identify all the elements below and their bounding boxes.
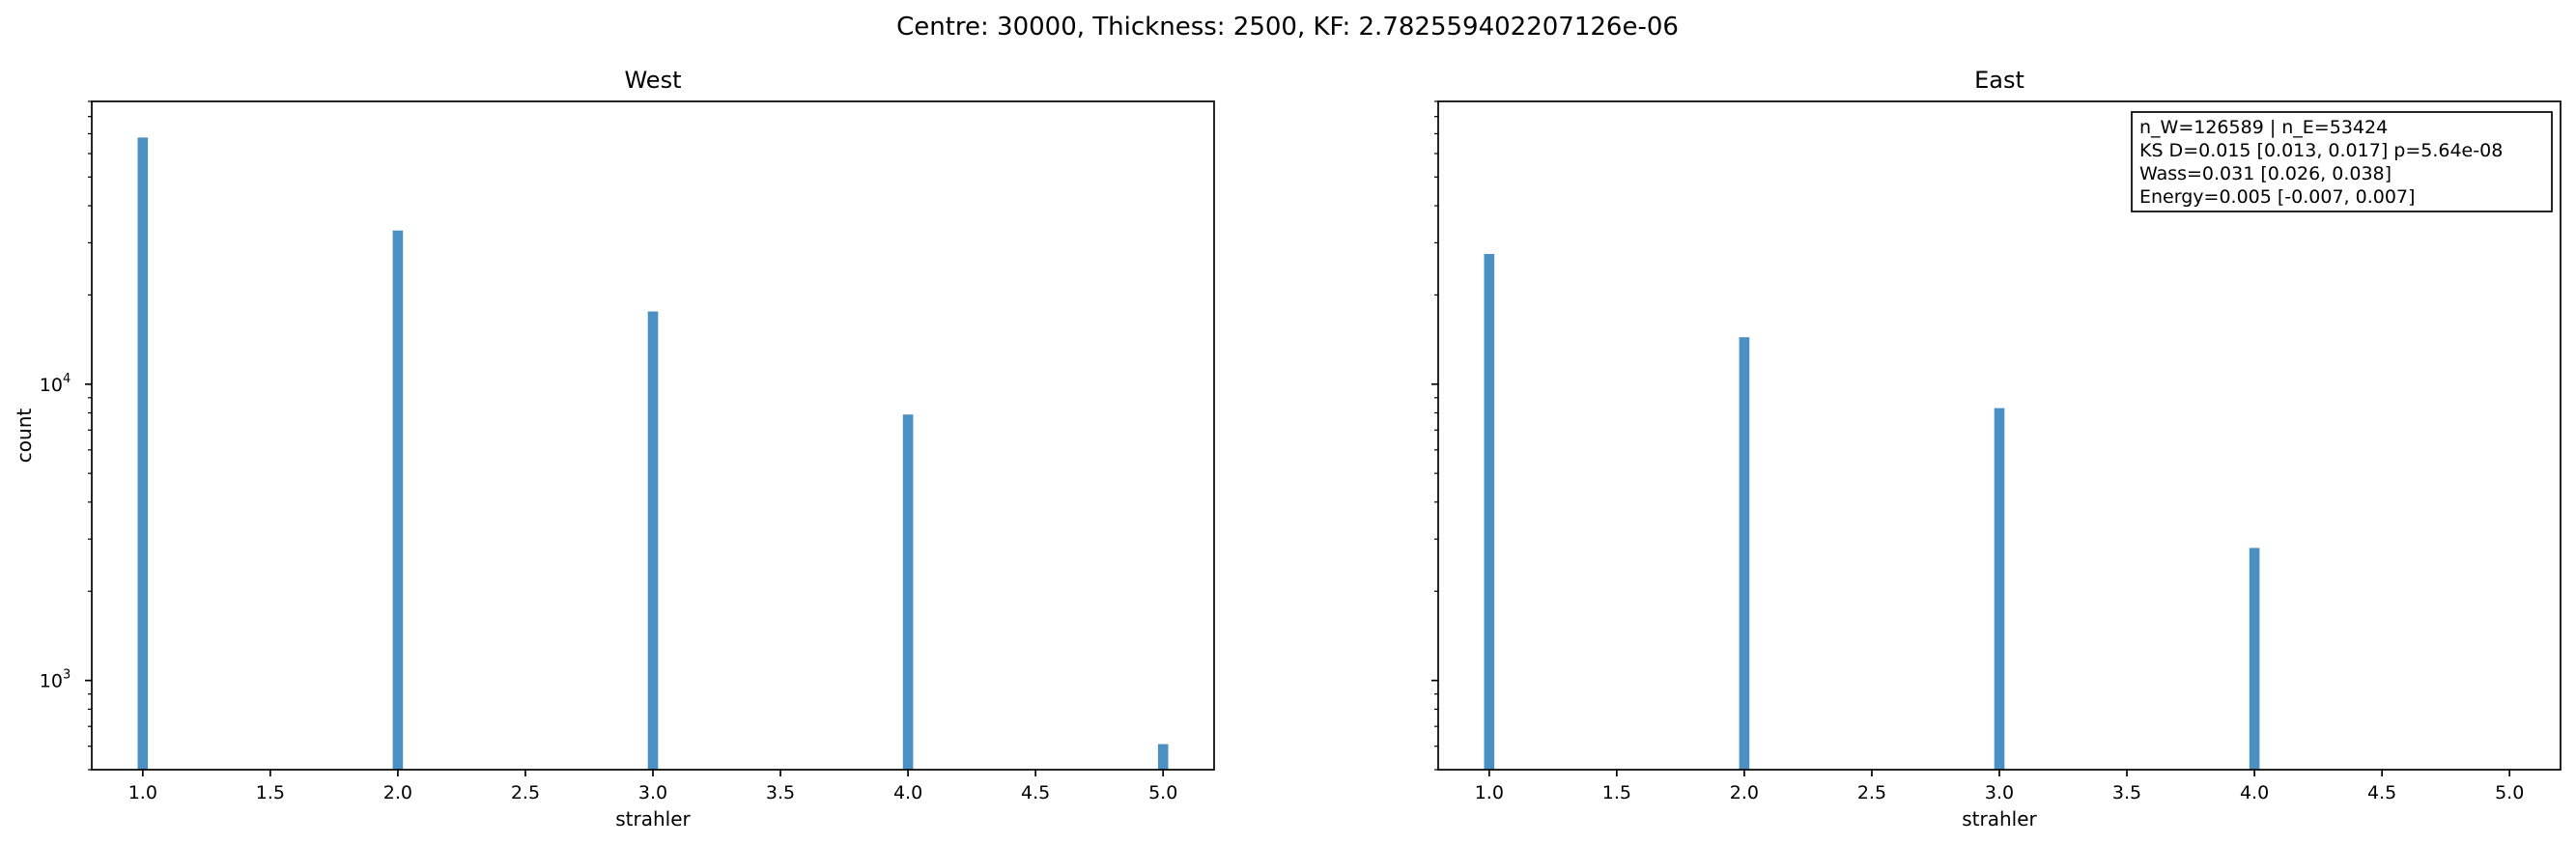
east-x-tick-label: 5.0 bbox=[2495, 782, 2524, 803]
east-x-tick-label: 4.5 bbox=[2367, 782, 2396, 803]
east-x-tick-label: 2.5 bbox=[1857, 782, 1886, 803]
east-x-tick-label: 2.0 bbox=[1730, 782, 1759, 803]
chart-east: East 1.0 1.5 2.0 2.5 3.0 3.5 4.0 4.5 5.0 strahle… bbox=[1431, 67, 2562, 831]
east-x-tick-label: 4.0 bbox=[2240, 782, 2269, 803]
chart-west: West 1.0 1.5 2.0 2.5 3.0 3.5 4.0 4.5 5.0 103104 … bbox=[13, 67, 1215, 831]
west-x-tick-label: 3.0 bbox=[638, 782, 667, 803]
east-x-axis-ticks: 1.0 1.5 2.0 2.5 3.0 3.5 4.0 4.5 5.0 bbox=[1475, 770, 2524, 803]
east-bars bbox=[1484, 254, 2260, 770]
west-y-tick-label: 104 bbox=[40, 372, 71, 396]
west-bars bbox=[137, 137, 1169, 770]
west-x-tick-label: 2.5 bbox=[511, 782, 540, 803]
west-x-tick-label: 1.0 bbox=[128, 782, 157, 803]
west-x-tick-label: 2.0 bbox=[383, 782, 412, 803]
figure-title: Centre: 30000, Thickness: 2500, KF: 2.78… bbox=[896, 13, 1679, 42]
stats-annotation-box: n_W=126589 | n_E=53424 KS D=0.015 [0.013… bbox=[2131, 111, 2553, 212]
west-bar-strahler-1 bbox=[137, 137, 149, 770]
stats-line-energy: Energy=0.005 [-0.007, 0.007] bbox=[2139, 186, 2415, 208]
west-x-axis-label: strahler bbox=[615, 807, 691, 831]
east-bar-strahler-1 bbox=[1484, 254, 1495, 770]
west-bar-strahler-2 bbox=[392, 230, 404, 770]
east-plot-frame bbox=[1437, 100, 2562, 771]
east-x-tick-label: 3.0 bbox=[1985, 782, 2014, 803]
east-bar-strahler-4 bbox=[2249, 548, 2260, 770]
west-x-tick-label: 3.5 bbox=[766, 782, 795, 803]
stats-line-counts: n_W=126589 | n_E=53424 bbox=[2139, 117, 2388, 138]
stats-line-ks: KS D=0.015 [0.013, 0.017] p=5.64e-08 bbox=[2139, 140, 2503, 161]
west-x-tick-label: 4.0 bbox=[893, 782, 922, 803]
west-bar-strahler-5 bbox=[1157, 744, 1169, 770]
east-y-axis-ticks bbox=[1431, 100, 1438, 771]
west-y-axis-label: count bbox=[13, 408, 36, 464]
chart-east-title: East bbox=[1974, 67, 2024, 94]
stats-line-wass: Wass=0.031 [0.026, 0.038] bbox=[2139, 163, 2392, 184]
chart-west-title: West bbox=[624, 67, 681, 94]
west-x-tick-label: 5.0 bbox=[1148, 782, 1177, 803]
east-x-tick-label: 1.5 bbox=[1602, 782, 1631, 803]
east-x-tick-label: 1.0 bbox=[1475, 782, 1504, 803]
west-plot-frame bbox=[91, 100, 1215, 771]
west-x-tick-label: 1.5 bbox=[256, 782, 285, 803]
east-x-axis-label: strahler bbox=[1962, 807, 2037, 831]
west-x-axis-ticks: 1.0 1.5 2.0 2.5 3.0 3.5 4.0 4.5 5.0 bbox=[128, 770, 1177, 803]
west-x-tick-label: 4.5 bbox=[1021, 782, 1050, 803]
east-bar-strahler-2 bbox=[1739, 337, 1750, 770]
west-bar-strahler-4 bbox=[902, 414, 914, 770]
west-bar-strahler-3 bbox=[647, 311, 659, 770]
east-x-tick-label: 3.5 bbox=[2112, 782, 2141, 803]
east-bar-strahler-3 bbox=[1994, 408, 2005, 770]
